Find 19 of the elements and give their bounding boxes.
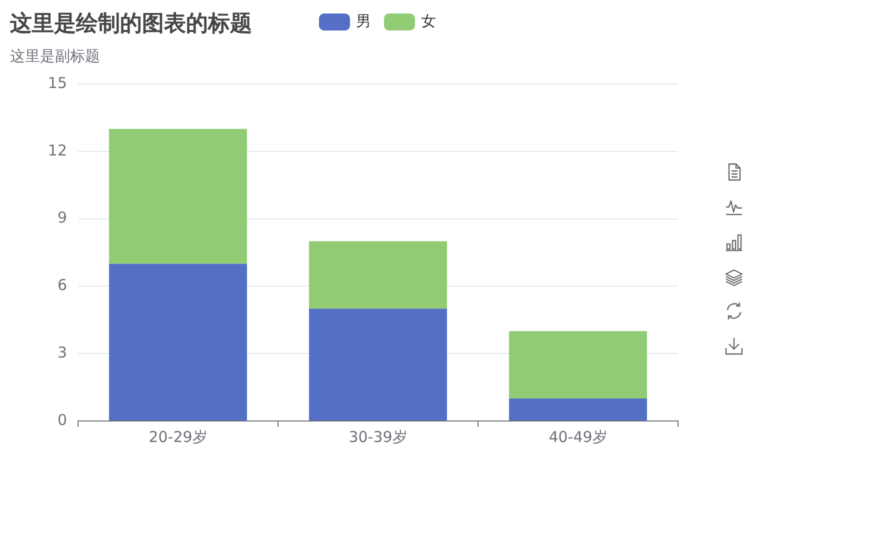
chart-title: 这里是绘制的图表的标题 <box>10 10 252 37</box>
legend-label: 男 <box>356 12 371 30</box>
bar <box>309 308 447 420</box>
y-tick-label: 3 <box>57 343 67 362</box>
y-tick-label: 9 <box>57 208 67 227</box>
bar <box>309 241 447 309</box>
y-tick-label: 12 <box>48 141 67 160</box>
y-tick-label: 15 <box>48 74 67 92</box>
chart-subtitle: 这里是副标题 <box>10 46 100 65</box>
x-tick-label: 20-29岁 <box>148 428 208 446</box>
bar <box>509 331 647 399</box>
bar <box>109 128 247 264</box>
y-tick-label: 0 <box>57 410 67 429</box>
legend-label: 女 <box>421 12 436 30</box>
y-tick-label: 6 <box>57 276 67 294</box>
x-tick-label: 40-49岁 <box>548 428 608 446</box>
bar <box>509 398 647 420</box>
bar <box>109 264 247 420</box>
x-tick-label: 30-39岁 <box>348 428 408 446</box>
